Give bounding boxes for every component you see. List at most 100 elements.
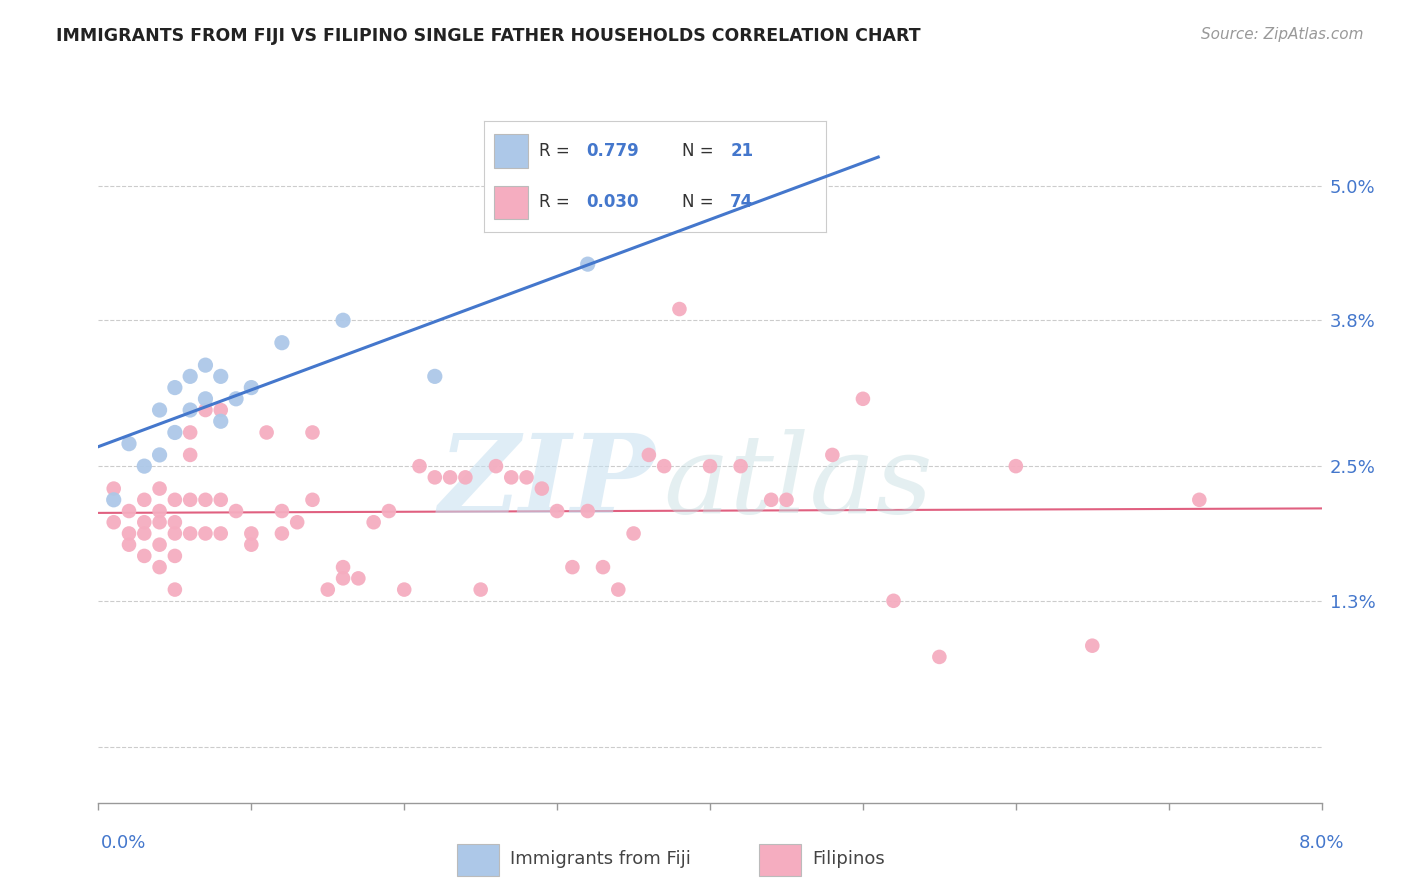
Point <box>149 403 172 417</box>
Point <box>1188 492 1211 507</box>
Point <box>179 425 201 440</box>
Point <box>759 492 782 507</box>
Point <box>240 381 263 395</box>
Point <box>485 459 508 474</box>
Point <box>1081 639 1104 653</box>
Point <box>501 470 523 484</box>
Point <box>530 482 553 496</box>
Point <box>652 459 675 474</box>
Point <box>179 448 201 462</box>
Point <box>118 436 141 450</box>
Point <box>149 515 172 529</box>
Point <box>209 369 232 384</box>
Point <box>163 526 186 541</box>
Point <box>149 538 172 552</box>
Point <box>163 425 186 440</box>
Point <box>347 571 370 585</box>
Point <box>134 492 156 507</box>
Point <box>179 492 201 507</box>
Point <box>194 358 217 372</box>
Point <box>163 515 186 529</box>
Point <box>163 381 186 395</box>
Point <box>454 470 477 484</box>
Point <box>103 492 125 507</box>
Point <box>576 504 599 518</box>
Point <box>118 504 141 518</box>
Point <box>883 594 905 608</box>
Point <box>821 448 844 462</box>
Point <box>209 403 232 417</box>
Point <box>363 515 385 529</box>
Point <box>194 526 217 541</box>
Point <box>134 526 156 541</box>
Point <box>163 492 186 507</box>
Point <box>699 201 721 215</box>
Point <box>118 538 141 552</box>
Point <box>134 515 156 529</box>
Point <box>194 403 217 417</box>
FancyBboxPatch shape <box>759 844 801 876</box>
Point <box>134 549 156 563</box>
Point <box>928 649 950 664</box>
Point <box>607 582 630 597</box>
Point <box>194 492 217 507</box>
Point <box>301 492 323 507</box>
Point <box>516 470 538 484</box>
Point <box>623 526 645 541</box>
Point <box>209 414 232 428</box>
Point <box>745 212 768 227</box>
Point <box>576 257 599 271</box>
Point <box>103 482 125 496</box>
Text: Filipinos: Filipinos <box>813 849 884 868</box>
Text: 0.0%: 0.0% <box>101 834 146 852</box>
Point <box>270 335 294 350</box>
Point <box>852 392 875 406</box>
Point <box>256 425 278 440</box>
Point <box>392 582 416 597</box>
Point <box>775 492 797 507</box>
Point <box>149 448 172 462</box>
Point <box>225 392 247 406</box>
Point <box>270 526 294 541</box>
Point <box>240 538 263 552</box>
Point <box>378 504 401 518</box>
FancyBboxPatch shape <box>457 844 499 876</box>
Point <box>149 482 172 496</box>
Point <box>285 515 308 529</box>
Point <box>408 459 430 474</box>
Point <box>1004 459 1026 474</box>
Text: Source: ZipAtlas.com: Source: ZipAtlas.com <box>1201 27 1364 42</box>
Point <box>561 560 583 574</box>
Point <box>103 515 125 529</box>
Point <box>546 504 568 518</box>
Point <box>439 470 461 484</box>
Text: atlas: atlas <box>664 429 934 536</box>
Point <box>149 560 172 574</box>
Point <box>332 313 354 327</box>
Text: ZIP: ZIP <box>439 429 655 536</box>
Point <box>270 504 294 518</box>
Point <box>637 448 661 462</box>
Point <box>301 425 323 440</box>
Point <box>470 582 492 597</box>
Point <box>179 526 201 541</box>
Point <box>423 470 446 484</box>
Point <box>332 560 354 574</box>
Point <box>163 549 186 563</box>
Point <box>194 392 217 406</box>
Point <box>240 526 263 541</box>
Point <box>149 504 172 518</box>
Point <box>332 571 354 585</box>
Point <box>209 526 232 541</box>
Text: IMMIGRANTS FROM FIJI VS FILIPINO SINGLE FATHER HOUSEHOLDS CORRELATION CHART: IMMIGRANTS FROM FIJI VS FILIPINO SINGLE … <box>56 27 921 45</box>
Point <box>699 459 721 474</box>
Point <box>730 459 752 474</box>
Point <box>209 492 232 507</box>
Point <box>179 369 201 384</box>
Point <box>423 369 446 384</box>
Point <box>134 459 156 474</box>
Point <box>179 403 201 417</box>
Point <box>316 582 339 597</box>
Point <box>163 582 186 597</box>
Point <box>668 301 690 316</box>
